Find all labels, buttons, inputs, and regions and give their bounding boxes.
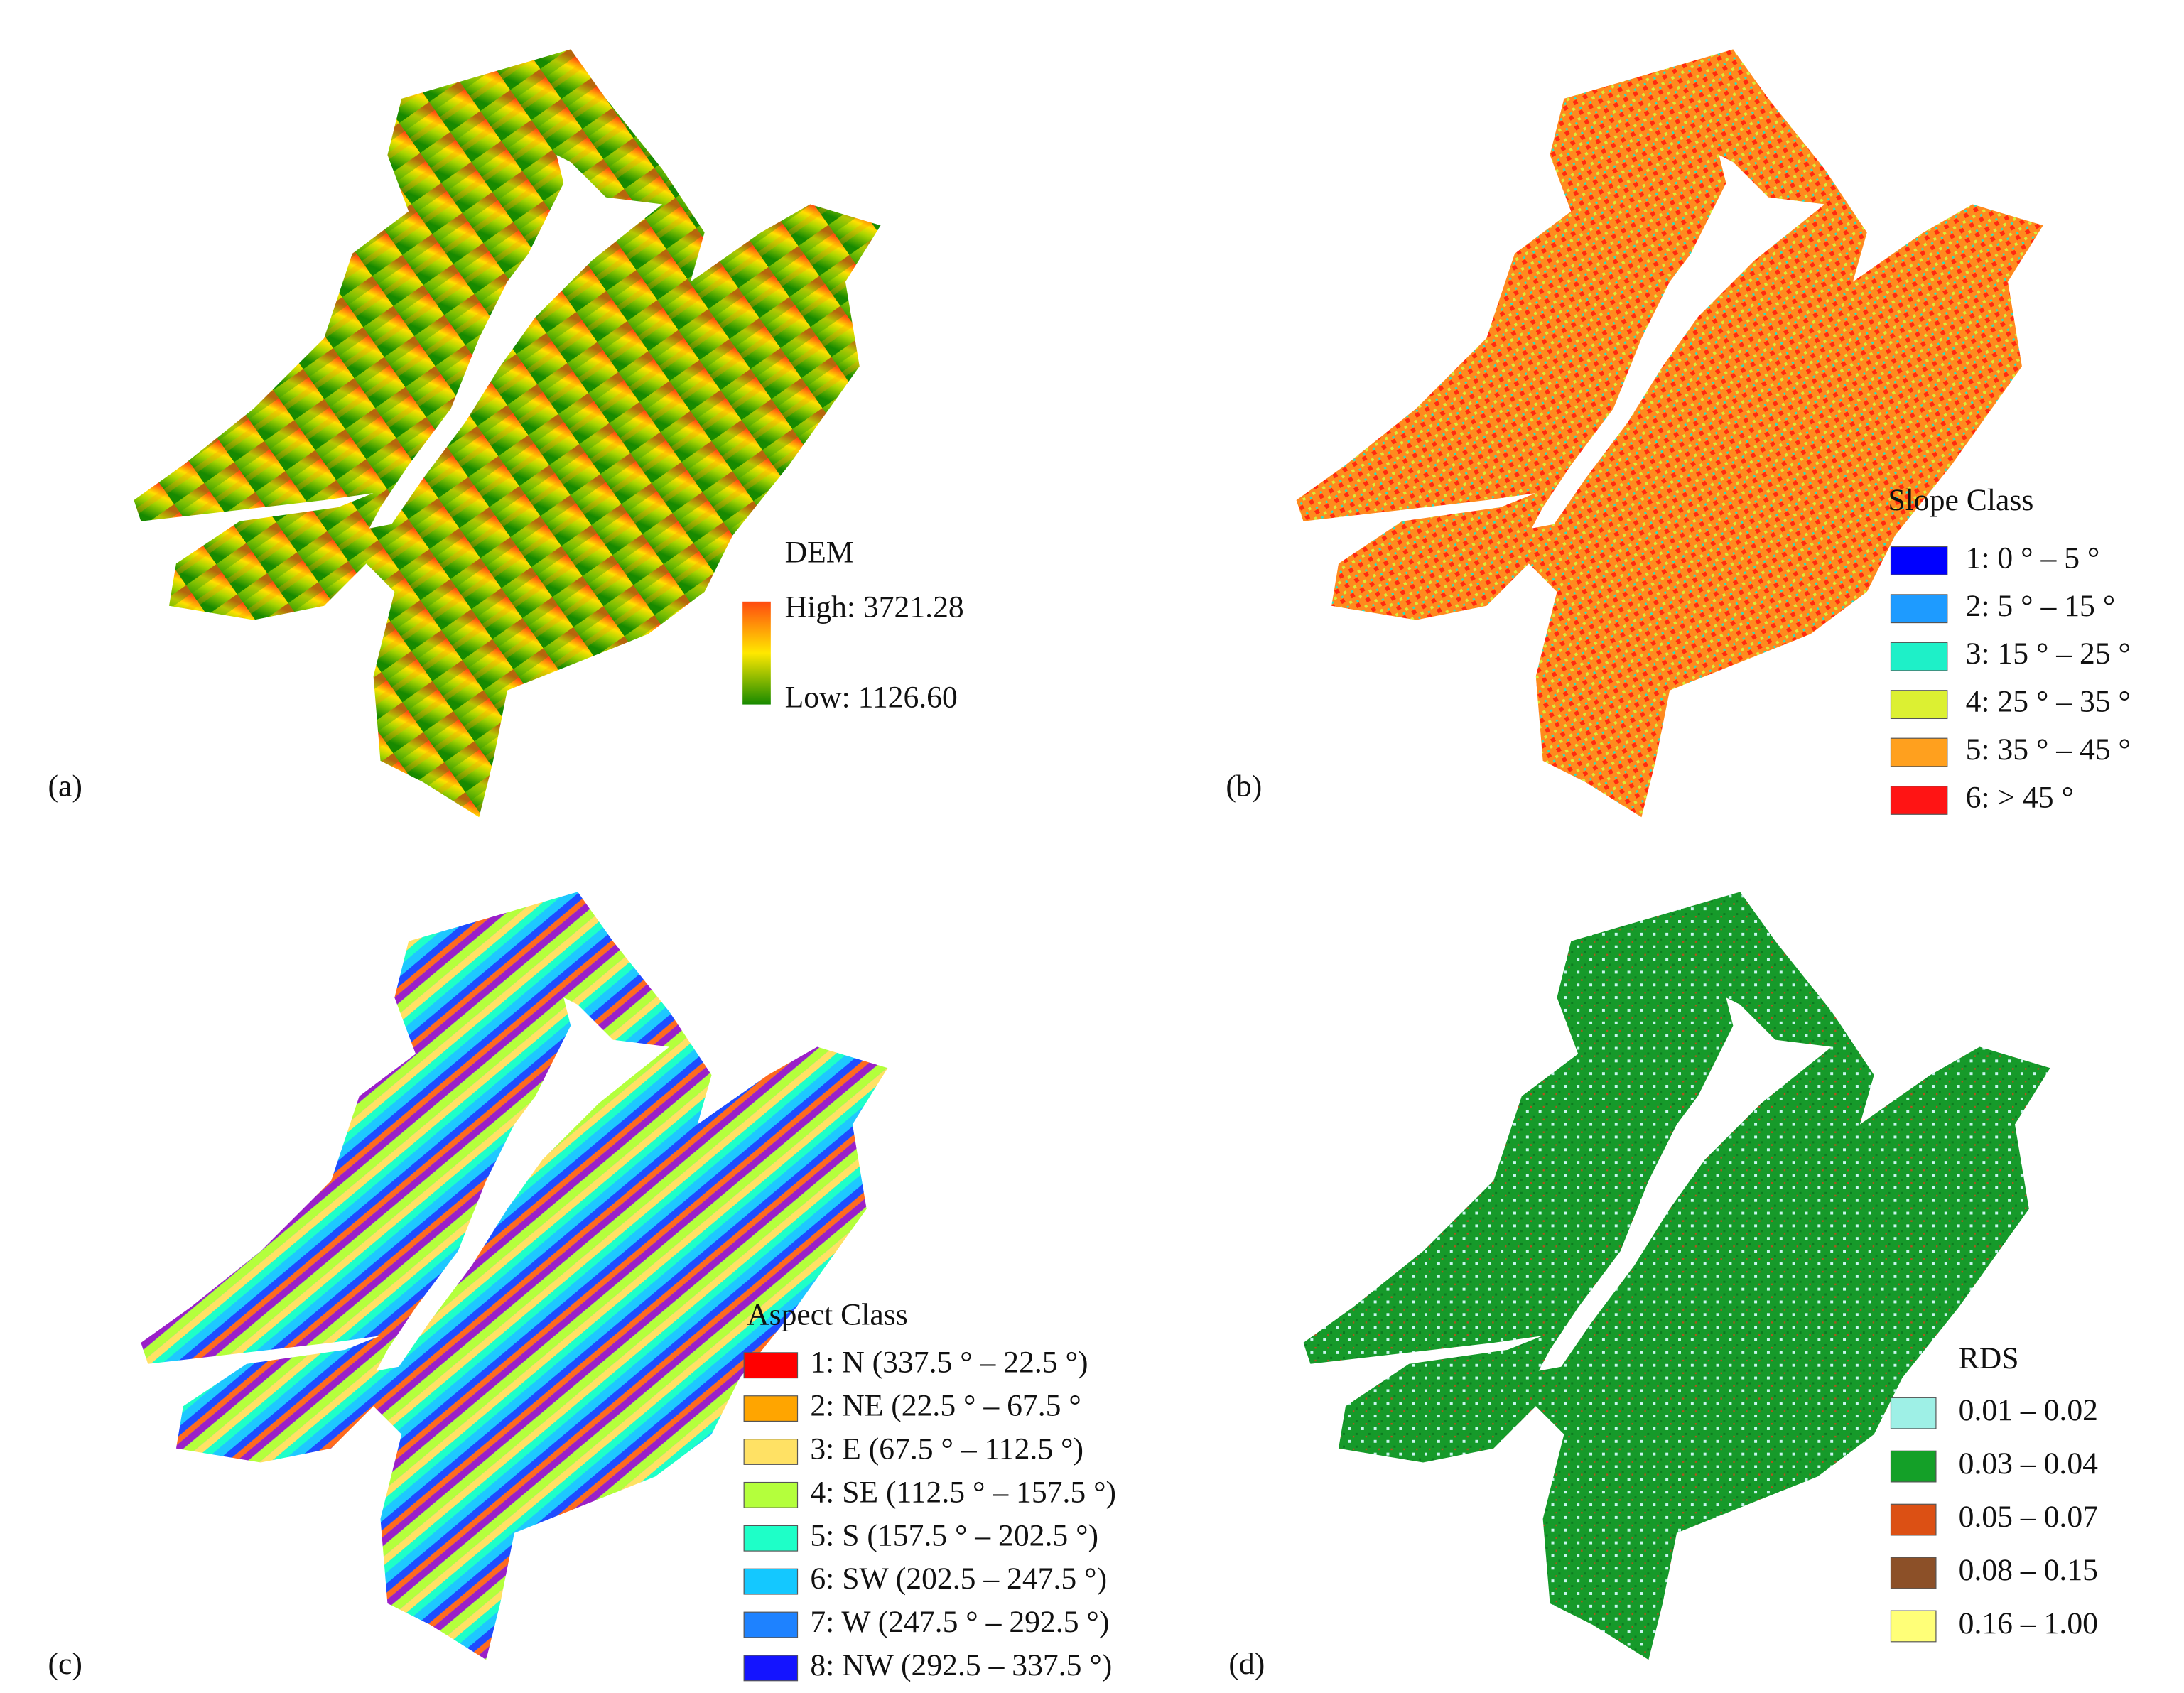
legend-item: 4: 25 ° – 35 ° xyxy=(1966,685,2131,719)
legend-high: High: 3721.28 xyxy=(785,590,964,624)
panel-label: (b) xyxy=(1226,769,1262,804)
legend-item: 3: 15 ° – 25 ° xyxy=(1966,637,2131,671)
panel-label: (a) xyxy=(48,769,82,804)
map-d xyxy=(1303,892,2050,1660)
legend-swatch xyxy=(743,1611,799,1638)
legend-low: Low: 1126.60 xyxy=(785,681,958,715)
legend-swatch xyxy=(1890,546,1948,575)
colorbar xyxy=(742,601,771,705)
legend-item: 2: 5 ° – 15 ° xyxy=(1966,589,2116,623)
legend-swatch xyxy=(1890,594,1948,624)
legend-swatch xyxy=(1890,786,1948,815)
legend-item: 3: E (67.5 ° – 112.5 °) xyxy=(810,1432,1083,1466)
legend-item: 7: W (247.5 ° – 292.5 °) xyxy=(810,1605,1109,1639)
legend-item: 0.08 – 0.15 xyxy=(1959,1553,2098,1587)
legend-item: 0.03 – 0.04 xyxy=(1959,1446,2099,1481)
legend-swatch xyxy=(1890,1557,1937,1589)
legend-item: 1: 0 ° – 5 ° xyxy=(1966,541,2100,575)
legend-swatch xyxy=(1890,1503,1937,1536)
legend-swatch xyxy=(1890,1450,1937,1483)
legend-swatch xyxy=(1890,737,1948,767)
legend-swatch xyxy=(743,1481,799,1508)
legend-item: 2: NE (22.5 ° – 67.5 ° xyxy=(810,1389,1081,1423)
legend-swatch xyxy=(743,1525,799,1552)
legend-item: 5: 35 ° – 45 ° xyxy=(1966,732,2131,767)
legend-title: RDS xyxy=(1959,1341,2019,1375)
legend-item: 6: SW (202.5 – 247.5 °) xyxy=(810,1562,1107,1596)
legend-swatch xyxy=(743,1352,799,1379)
legend-swatch xyxy=(1890,1610,1937,1643)
legend-item: 4: SE (112.5 ° – 157.5 °) xyxy=(810,1475,1116,1509)
legend-title: Aspect Class xyxy=(747,1297,908,1331)
legend-item: 6: > 45 ° xyxy=(1966,780,2074,814)
panel-label: (c) xyxy=(48,1647,82,1681)
legend-swatch xyxy=(743,1395,799,1422)
legend-title: DEM xyxy=(785,535,854,569)
legend-item: 0.05 – 0.07 xyxy=(1959,1500,2098,1534)
legend-item: 0.16 – 1.00 xyxy=(1959,1606,2098,1640)
legend-item: 5: S (157.5 ° – 202.5 °) xyxy=(810,1518,1098,1552)
legend-title: Slope Class xyxy=(1888,483,2034,517)
legend-swatch xyxy=(1890,690,1948,720)
panel-label: (d) xyxy=(1228,1647,1265,1681)
legend-item: 0.01 – 0.02 xyxy=(1959,1393,2098,1427)
legend-swatch xyxy=(1890,642,1948,671)
legend-swatch xyxy=(1890,1397,1937,1429)
legend-swatch xyxy=(743,1655,799,1682)
legend-item: 1: N (337.5 ° – 22.5 °) xyxy=(810,1346,1088,1380)
legend-swatch xyxy=(743,1439,799,1465)
legend-item: 8: NW (292.5 – 337.5 °) xyxy=(810,1648,1112,1682)
legend-swatch xyxy=(743,1568,799,1595)
